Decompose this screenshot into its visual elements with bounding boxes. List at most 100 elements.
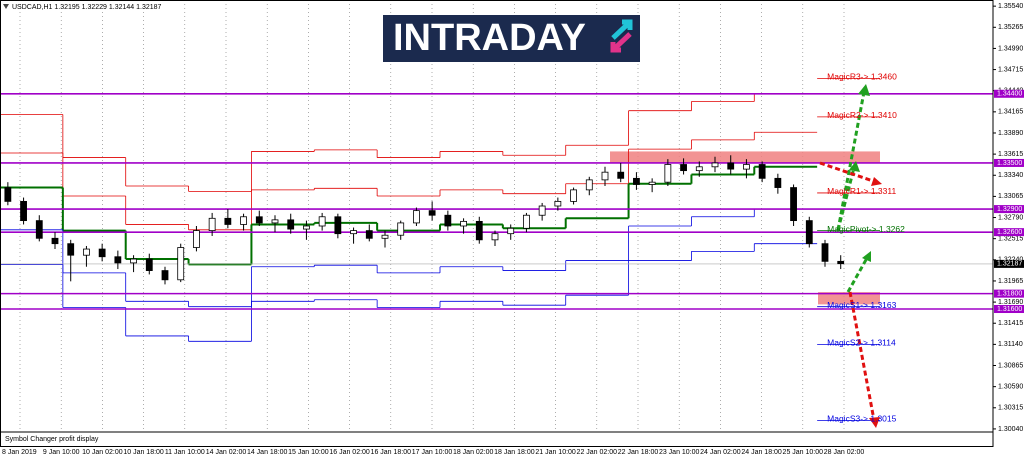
y-tick-label: 1.30315 [998,405,1023,412]
zone [818,292,880,305]
candle-body [695,166,703,172]
x-tick-label: 22 Jan 02:00 [577,449,618,456]
arrow-up-r1 [836,167,856,231]
level-label-box [994,228,1024,237]
x-tick-label: 15 Jan 10:00 [288,449,329,456]
y-tick-label: 1.34165 [998,109,1023,116]
level-label: 1.31800 [997,290,1022,297]
candle-body [664,164,672,183]
candle-body [177,247,185,281]
candle-body [4,187,12,202]
candle-body [617,171,625,179]
candle-body [711,162,719,168]
x-tick-label: 11 Jan 10:00 [165,449,205,456]
x-tick-label: 18 Jan 02:00 [453,449,494,456]
footer-text: Symbol Changer profit display [5,436,99,443]
y-tick-label: 1.35540 [998,3,1023,10]
level-label: 1.34400 [997,91,1022,98]
data-layer [0,78,993,421]
arrow-head [869,417,880,428]
candle-body [554,200,562,207]
level-label: 1.31600 [997,306,1022,313]
candle-body [570,189,577,202]
chart-title: USDCAD,H1 1.32195 1.32229 1.32144 1.3218… [12,4,162,11]
candle-body [460,220,467,227]
x-tick-label: 10 Jan 02:00 [82,449,123,456]
candle-body [523,214,530,229]
projection-arrows [819,91,877,421]
y-tick-label: 1.33065 [998,193,1023,200]
x-tick-label: 10 Jan 18:00 [123,449,164,456]
candle-body [224,217,232,225]
logo-text: INTRADAY [393,17,586,59]
candle-body [790,187,797,222]
last-price-label: 1.32187 [997,261,1022,268]
candle-body [475,220,483,241]
candle-body [413,210,420,224]
zone [610,151,880,163]
candle-body [83,248,90,256]
x-tick-label: 24 Jan 02:00 [700,449,741,456]
candle-body [145,258,153,271]
candle-body [334,216,342,235]
candle-body [208,217,216,232]
x-tick-label: 21 Jan 10:00 [535,449,576,456]
candle-body [428,210,436,216]
candle-body [633,177,640,185]
arrow-head [871,177,882,186]
candle-body [758,164,766,179]
candle-body [303,225,310,230]
logo-box [383,15,640,62]
title-icon [3,4,9,9]
y-tick-label: 1.34715 [998,66,1023,73]
candle-body [507,227,515,235]
x-tick-label: 14 Jan 18:00 [247,449,288,456]
plot-frame [0,0,994,447]
candle-body [98,248,106,258]
x-tick-label: 18 Jan 18:00 [494,449,535,456]
pivot-label: MagicPivot-> 1.3262 [827,224,905,234]
candle-body [837,260,845,265]
y-tick-label: 1.30865 [998,362,1023,369]
y-tick-label: 1.32515 [998,236,1023,243]
level-label: 1.32900 [997,206,1022,213]
level-label-box [994,89,1024,98]
x-tick-label: 22 Jan 18:00 [618,449,659,456]
pivot-label: MagicS1-> 1.3163 [827,300,896,310]
x-tick-label: 16 Jan 02:00 [329,449,370,456]
candle-body [444,214,452,227]
candle-body [365,230,373,239]
level-label-box [994,289,1024,298]
candle-body [287,219,295,230]
candle-body [193,230,200,248]
y-tick-label: 1.33615 [998,151,1023,158]
y-tick-label: 1.31140 [998,341,1023,348]
last-price-box [994,259,1024,268]
candle-body [648,181,656,185]
candle-body [35,220,43,239]
candle-body [743,164,750,170]
arrow-head [862,251,871,262]
candle-body [805,220,813,245]
y-tick-label: 1.30590 [998,383,1023,390]
level-label: 1.32600 [997,229,1022,236]
pivot-label: MagicS2-> 1.3114 [827,338,896,348]
arrow-down-r1 [819,161,877,184]
arrow-heads [849,84,882,428]
candle-body [585,179,593,191]
level-label: 1.33500 [997,160,1022,167]
candle-body [20,200,27,222]
y-tick-label: 1.30040 [998,426,1023,433]
y-tick-label: 1.31965 [998,278,1023,285]
candle-body [67,243,75,256]
y-tick-label: 1.35265 [998,24,1023,31]
candle-body [727,162,735,170]
x-tick-label: 28 Jan 02:00 [824,449,865,456]
candle-body [161,270,169,281]
candle-body [680,164,687,172]
candle-body [51,237,59,245]
candle-body [491,233,499,241]
y-tick-label: 1.31415 [998,320,1023,327]
candle-body [318,216,326,227]
